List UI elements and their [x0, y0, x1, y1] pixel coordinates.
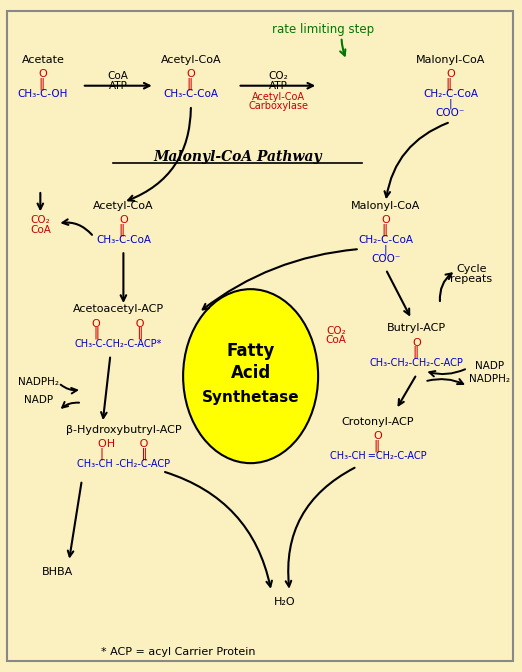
Circle shape [183, 289, 318, 463]
Text: CO₂: CO₂ [30, 215, 50, 225]
Text: O: O [446, 69, 455, 79]
Text: CH₂-C-CoA: CH₂-C-CoA [423, 89, 478, 99]
Text: ‖: ‖ [38, 77, 44, 90]
Text: ‖: ‖ [381, 223, 387, 236]
Text: O          O: O O [92, 319, 145, 329]
Text: CoA: CoA [30, 225, 51, 235]
Text: O: O [119, 215, 128, 225]
Text: Acetate: Acetate [21, 54, 64, 65]
Text: Fatty: Fatty [227, 342, 275, 360]
Text: rate limiting step: rate limiting step [272, 23, 374, 36]
Text: CH₃-CH -CH₂-C-ACP: CH₃-CH -CH₂-C-ACP [77, 460, 170, 470]
Text: CO₂: CO₂ [268, 71, 288, 81]
Text: Crotonyl-ACP: Crotonyl-ACP [341, 417, 414, 427]
Text: BHBA: BHBA [42, 566, 73, 577]
Text: OH       O: OH O [98, 439, 149, 450]
Text: CH₃-CH =CH₂-C-ACP: CH₃-CH =CH₂-C-ACP [329, 452, 426, 462]
Text: |          ‖: | ‖ [100, 448, 147, 460]
Text: CH₃-CH₂-CH₂-C-ACP: CH₃-CH₂-CH₂-C-ACP [370, 358, 464, 368]
Text: CoA: CoA [108, 71, 128, 81]
Text: ‖: ‖ [118, 223, 125, 236]
Text: β-Hydroxybutryl-ACP: β-Hydroxybutryl-ACP [66, 425, 181, 435]
Text: Malonyl-CoA Pathway: Malonyl-CoA Pathway [153, 150, 322, 164]
Text: ATP: ATP [269, 81, 288, 91]
Text: Acid: Acid [231, 364, 271, 382]
Text: CH₂-C-CoA: CH₂-C-CoA [358, 235, 413, 245]
Text: Synthetase: Synthetase [202, 390, 300, 405]
Text: ‖: ‖ [186, 77, 193, 90]
Text: * ACP = acyl Carrier Protein: * ACP = acyl Carrier Protein [101, 647, 255, 657]
Text: O: O [186, 69, 195, 79]
Text: Acetoacetyl-ACP: Acetoacetyl-ACP [73, 304, 164, 314]
Text: Malonyl-CoA: Malonyl-CoA [351, 200, 420, 210]
Text: CH₃-C-OH: CH₃-C-OH [18, 89, 68, 99]
Text: NADP: NADP [24, 394, 53, 405]
Text: O: O [39, 69, 48, 79]
Text: CH₃-C-CH₂-C-ACP*: CH₃-C-CH₂-C-ACP* [75, 339, 162, 349]
Text: Acetyl-CoA: Acetyl-CoA [161, 54, 221, 65]
Text: ‖: ‖ [446, 77, 452, 90]
Text: O: O [381, 215, 390, 225]
Text: COO⁻: COO⁻ [371, 254, 400, 264]
Text: |: | [384, 245, 387, 255]
Text: Butryl-ACP: Butryl-ACP [387, 323, 446, 333]
Text: COO⁻: COO⁻ [436, 108, 465, 118]
Text: Acetyl-CoA: Acetyl-CoA [93, 200, 153, 210]
Text: CH₃-C-CoA: CH₃-C-CoA [96, 235, 151, 245]
Text: CH₃-C-CoA: CH₃-C-CoA [163, 89, 218, 99]
Text: ‖          ‖: ‖ ‖ [93, 327, 143, 340]
Text: Malonyl-CoA: Malonyl-CoA [416, 54, 485, 65]
Text: Cycle: Cycle [456, 264, 487, 274]
Text: CoA: CoA [326, 335, 347, 345]
Text: |: | [449, 99, 453, 109]
Text: ‖: ‖ [412, 345, 418, 359]
Text: NADPH₂: NADPH₂ [469, 374, 510, 384]
Text: Carboxylase: Carboxylase [248, 101, 308, 112]
Text: H₂O: H₂O [274, 597, 295, 607]
FancyBboxPatch shape [7, 11, 513, 661]
Text: Acetyl-CoA: Acetyl-CoA [252, 92, 305, 102]
Text: ATP: ATP [109, 81, 128, 91]
Text: NADP: NADP [475, 361, 504, 371]
Text: O: O [373, 431, 382, 442]
Text: NADPH₂: NADPH₂ [18, 376, 60, 386]
Text: O: O [412, 338, 421, 347]
Text: CO₂: CO₂ [326, 326, 346, 335]
Text: ‖: ‖ [373, 439, 379, 452]
Text: repeats: repeats [450, 274, 492, 284]
